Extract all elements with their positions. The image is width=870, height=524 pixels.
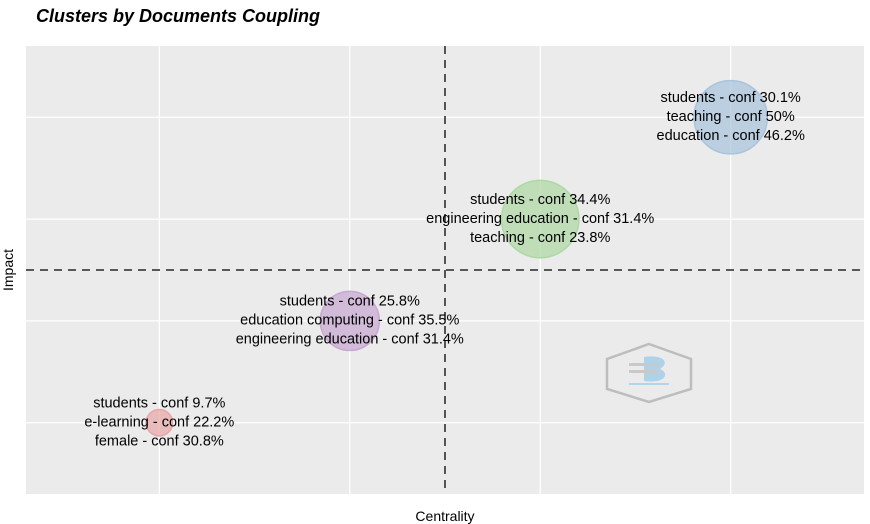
cluster-bubble (145, 408, 174, 437)
chart-title: Clusters by Documents Coupling (36, 6, 321, 26)
cluster-bubble (693, 79, 769, 155)
clusters: students - conf 9.7% e-learning - conf 22… (84, 79, 805, 450)
cluster-label: education - conf 46.2% (657, 128, 805, 144)
cluster-label: students - conf 34.4% (470, 192, 610, 208)
logo-watermark (605, 342, 693, 404)
cluster-label: engineering education - conf 31.4% (426, 211, 654, 227)
cluster-label: students - conf 9.7% (93, 396, 225, 412)
reference-lines (26, 46, 864, 494)
cluster-label: students - conf 25.8% (280, 294, 420, 310)
cluster-label: e-learning - conf 22.2% (84, 415, 234, 431)
cluster-bubble (319, 290, 381, 352)
cluster-label: students - conf 30.1% (661, 90, 801, 106)
y-axis-label: Impact (0, 249, 16, 291)
cluster-label: engineering education - conf 31.4% (236, 332, 464, 348)
cluster-label: teaching - conf 23.8% (470, 230, 610, 246)
cluster-label: female - conf 30.8% (95, 434, 224, 450)
cluster-bubble (500, 179, 580, 259)
cluster-label: teaching - conf 50% (667, 109, 795, 125)
x-axis-label: Centrality (415, 508, 474, 524)
cluster-label: education computing - conf 35.5% (240, 313, 459, 329)
